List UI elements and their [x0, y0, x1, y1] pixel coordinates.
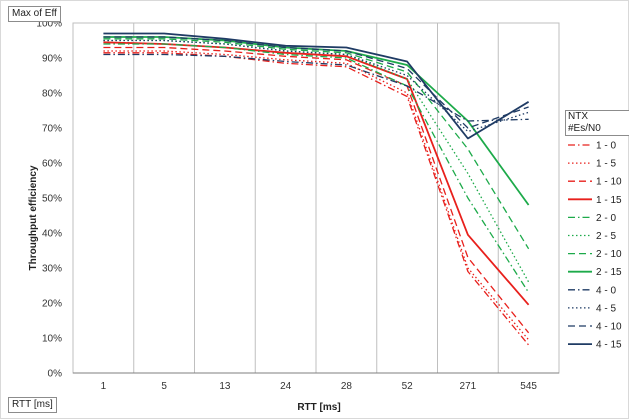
legend-label: 2 - 15 [596, 267, 622, 278]
x-tick-label: 1 [101, 381, 107, 392]
series-line-4-0 [103, 53, 529, 122]
x-tick-label: 5 [161, 381, 167, 392]
legend: 1 - 0 1 - 5 1 - 10 1 - 15 2 - 0 2 - 5 2 - 10 2 … [568, 141, 622, 351]
legend-label: 1 - 5 [596, 159, 616, 170]
x-tick-label: 545 [520, 381, 537, 392]
x-tick-label: 271 [460, 381, 477, 392]
gridlines [133, 23, 499, 373]
pivot-filter-field-button[interactable]: Max of Eff [8, 6, 61, 22]
y-tick-label: 80% [42, 89, 62, 100]
y-tick-label: 100% [36, 19, 62, 30]
legend-label: 4 - 5 [596, 303, 616, 314]
legend-label: 4 - 10 [596, 322, 622, 333]
x-axis-title: RTT [ms] [297, 402, 340, 413]
axes: 0% 10% 20% 30% 40% 50% 60% 70% 80% 90% 100% 1 5 13 24 2… [36, 19, 560, 392]
series-line-1-10 [103, 46, 530, 334]
x-tick-label: 13 [219, 381, 231, 392]
x-tick-label: 52 [402, 381, 414, 392]
y-tick-label: 60% [42, 159, 62, 170]
y-tick-label: 30% [42, 264, 62, 275]
legend-label: 1 - 10 [596, 177, 622, 188]
x-tick-label: 28 [341, 381, 353, 392]
y-axis-title: Throughput efficiency [28, 165, 39, 270]
legend-label: 1 - 15 [596, 195, 622, 206]
series-line-1-15 [103, 41, 530, 306]
y-tick-label: 10% [42, 334, 62, 345]
y-tick-label: 70% [42, 124, 62, 135]
series-line-4-5 [103, 39, 529, 133]
y-tick-label: 0% [48, 369, 63, 380]
pivot-legend-field-button[interactable]: NTX #Es/N0 [565, 110, 629, 136]
series-line-1-5 [103, 50, 530, 341]
x-tick-label: 24 [280, 381, 292, 392]
legend-label: 1 - 0 [596, 141, 616, 152]
legend-header-ntx: NTX [568, 111, 588, 122]
series-line-4-10 [103, 36, 529, 129]
y-tick-label: 50% [42, 194, 62, 205]
legend-label: 2 - 5 [596, 231, 616, 242]
series-line-2-10 [103, 38, 530, 250]
legend-label: 2 - 0 [596, 213, 616, 224]
series-line-4-15 [103, 32, 530, 140]
series-line-1-0 [103, 52, 530, 346]
series-lines [103, 32, 530, 346]
y-tick-label: 20% [42, 299, 62, 310]
legend-header-esn0: #Es/N0 [568, 123, 601, 134]
pivot-axis-field-button[interactable]: RTT [ms] [8, 397, 57, 413]
series-line-2-0 [103, 43, 530, 293]
legend-label: 2 - 10 [596, 249, 622, 260]
legend-label: 4 - 15 [596, 340, 622, 351]
y-tick-label: 40% [42, 229, 62, 240]
y-tick-label: 90% [42, 54, 62, 65]
legend-label: 4 - 0 [596, 285, 616, 296]
